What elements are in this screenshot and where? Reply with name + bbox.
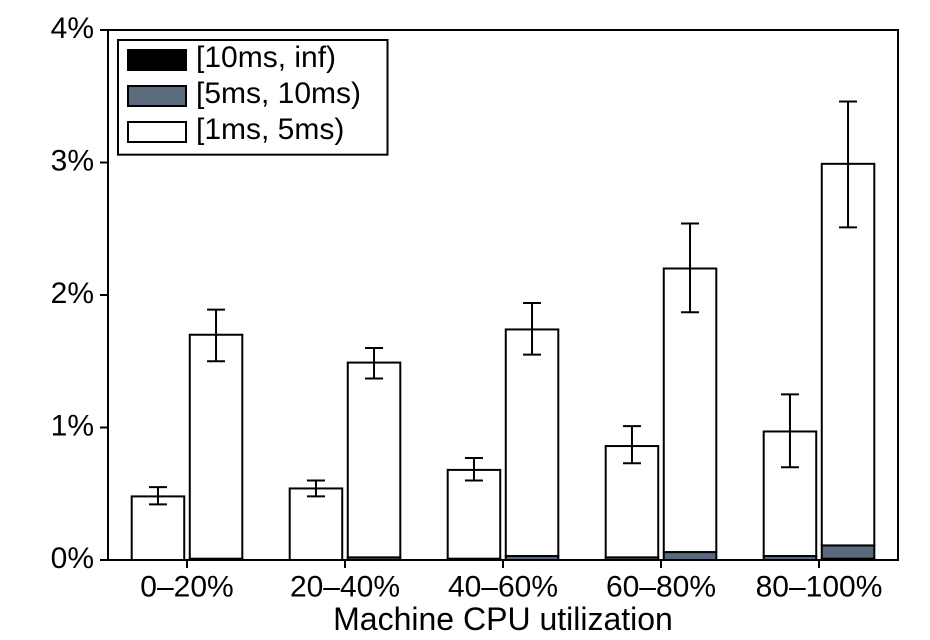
svg-text:60–80%: 60–80% (606, 571, 716, 604)
svg-text:1%: 1% (51, 409, 94, 442)
svg-text:[5ms, 10ms): [5ms, 10ms) (196, 77, 361, 110)
svg-text:[10ms, inf): [10ms, inf) (196, 41, 336, 74)
svg-text:[1ms, 5ms): [1ms, 5ms) (196, 113, 344, 146)
cpu-utilization-chart: 0% 1% 2% 3% 4% 0–20% 20–40% 40–60% 60–80% 80–100%… (0, 0, 930, 640)
svg-text:40–60%: 40–60% (448, 571, 558, 604)
svg-text:Machine CPU utilization: Machine CPU utilization (333, 601, 673, 637)
svg-text:2%: 2% (51, 277, 94, 310)
svg-text:80–100%: 80–100% (756, 571, 883, 604)
svg-text:20–40%: 20–40% (290, 571, 400, 604)
svg-text:0%: 0% (51, 542, 94, 575)
svg-text:0–20%: 0–20% (140, 571, 233, 604)
svg-text:3%: 3% (51, 144, 94, 177)
svg-text:4%: 4% (51, 12, 94, 45)
